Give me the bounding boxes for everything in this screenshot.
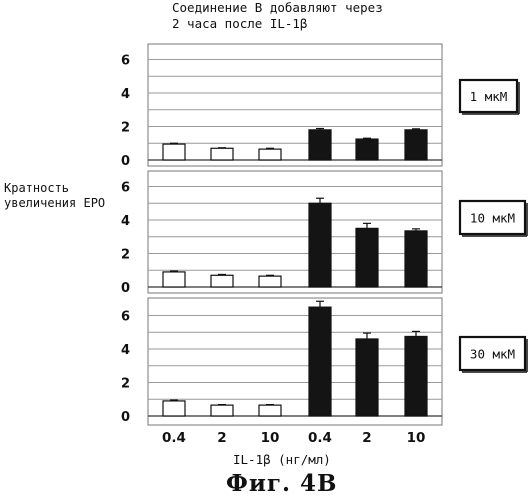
panel-frame [148, 44, 442, 166]
bar [309, 203, 331, 287]
y-tick-label: 6 [121, 54, 130, 69]
bar [309, 130, 331, 160]
y-tick-label: 0 [121, 410, 130, 425]
y-tick-label: 2 [121, 121, 130, 136]
y-tick-label: 2 [121, 377, 130, 392]
y-tick-label: 2 [121, 248, 130, 263]
panel-label: 10 мкМ [470, 211, 515, 226]
bar [259, 405, 281, 416]
bar [163, 144, 185, 160]
panel-frame [148, 298, 442, 425]
y-tick-label: 6 [121, 310, 130, 325]
x-tick-label: 10 [261, 430, 280, 446]
y-tick-label: 6 [121, 181, 130, 196]
bar [163, 272, 185, 287]
x-tick-label: 0.4 [308, 430, 332, 446]
bar [259, 276, 281, 287]
bar [356, 139, 378, 160]
bar [211, 405, 233, 416]
bar [356, 339, 378, 416]
panel-frame [148, 171, 442, 293]
bar [309, 307, 331, 416]
panel-label: 30 мкМ [470, 347, 515, 362]
x-tick-label: 10 [407, 430, 426, 446]
y-tick-label: 4 [121, 87, 130, 102]
y-tick-label: 4 [121, 343, 130, 358]
y-tick-label: 4 [121, 214, 130, 229]
bar [211, 148, 233, 160]
x-tick-label: 0.4 [162, 430, 186, 446]
bar [405, 336, 427, 416]
bar [259, 149, 281, 160]
bar [405, 130, 427, 160]
panel-label: 1 мкМ [470, 89, 508, 104]
y-tick-label: 0 [121, 154, 130, 169]
x-tick-label: 2 [217, 430, 226, 446]
bar [405, 231, 427, 287]
y-tick-label: 0 [121, 281, 130, 296]
bar [163, 401, 185, 416]
bar [356, 228, 378, 287]
bar [211, 275, 233, 287]
x-tick-label: 2 [362, 430, 371, 446]
